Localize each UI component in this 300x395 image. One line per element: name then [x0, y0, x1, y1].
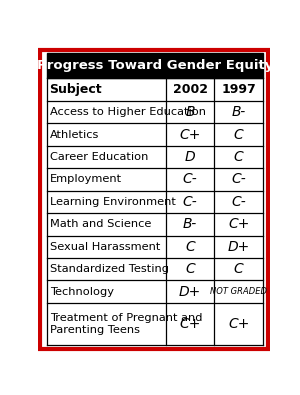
Text: Treatment of Pregnant and
Parenting Teens: Treatment of Pregnant and Parenting Teen…: [50, 313, 202, 335]
FancyBboxPatch shape: [40, 51, 268, 348]
Text: C+: C+: [228, 317, 249, 331]
Text: C: C: [185, 262, 195, 276]
Bar: [47, 53, 263, 79]
Text: Learning Environment: Learning Environment: [50, 197, 175, 207]
Text: C: C: [234, 128, 244, 141]
Text: C+: C+: [228, 217, 249, 231]
Text: B-: B-: [183, 217, 197, 231]
Text: Employment: Employment: [50, 175, 122, 184]
Text: Standardized Testing: Standardized Testing: [50, 264, 169, 274]
Text: C-: C-: [183, 172, 197, 186]
Text: C-: C-: [231, 172, 246, 186]
Text: B-: B-: [232, 105, 246, 119]
Text: C-: C-: [231, 195, 246, 209]
Text: 1997: 1997: [221, 83, 256, 96]
Text: D: D: [185, 150, 195, 164]
Text: Progress Toward Gender Equity: Progress Toward Gender Equity: [37, 60, 273, 72]
Text: Technology: Technology: [50, 287, 114, 297]
Text: C: C: [185, 240, 195, 254]
Text: D+: D+: [228, 240, 250, 254]
Text: Athletics: Athletics: [50, 130, 99, 139]
Text: C-: C-: [183, 195, 197, 209]
Text: Subject: Subject: [50, 83, 102, 96]
Text: Access to Higher Education: Access to Higher Education: [50, 107, 206, 117]
Text: C+: C+: [179, 128, 201, 141]
Text: C: C: [234, 262, 244, 276]
Text: C: C: [234, 150, 244, 164]
Text: 2002: 2002: [172, 83, 208, 96]
Text: Sexual Harassment: Sexual Harassment: [50, 242, 160, 252]
Text: Math and Science: Math and Science: [50, 219, 151, 229]
Text: Career Education: Career Education: [50, 152, 148, 162]
Text: C+: C+: [179, 317, 201, 331]
Text: B: B: [185, 105, 195, 119]
Text: NOT GRADED: NOT GRADED: [210, 287, 267, 296]
Text: D+: D+: [179, 285, 201, 299]
